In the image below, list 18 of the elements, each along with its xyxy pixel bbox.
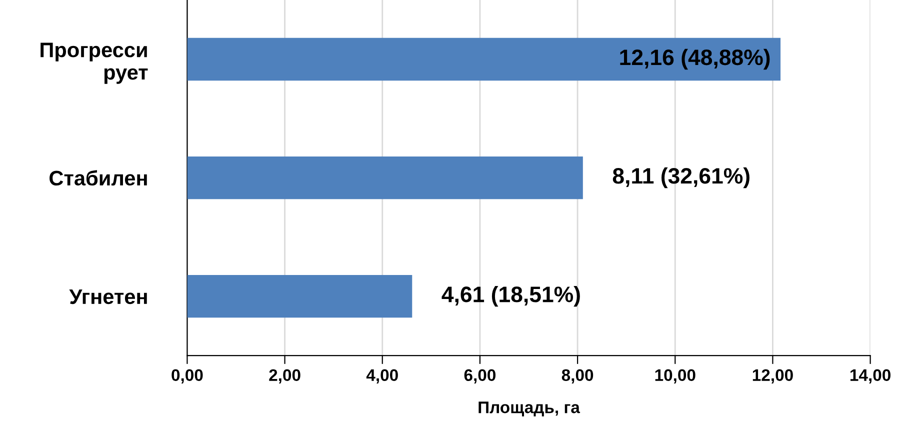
x-tick-label: 6,00 — [464, 369, 496, 384]
bar — [187, 274, 412, 318]
x-tick-label: 8,00 — [562, 369, 594, 384]
y-tick-label: Стабилен — [50, 170, 147, 186]
bar — [187, 156, 583, 200]
x-tick-label: 4,00 — [366, 369, 398, 384]
x-tick-label: 2,00 — [269, 369, 300, 384]
x-axis-title: Площадь, га — [478, 402, 580, 416]
y-tick-label: Прогресси рует — [40, 42, 148, 84]
x-tick-label: 14,00 — [850, 369, 890, 384]
y-tick-label: Угнетен — [69, 290, 147, 304]
x-tick-label: 10,00 — [655, 369, 696, 384]
data-label: 12,16 (48,88%) — [620, 48, 770, 70]
bar — [187, 38, 781, 81]
data-label: 4,61 (18,51%) — [442, 286, 580, 307]
x-tick-label: 0,00 — [172, 369, 203, 384]
x-tick-label: 12,00 — [752, 369, 793, 384]
data-label: 8,11 (32,61%) — [612, 167, 750, 188]
